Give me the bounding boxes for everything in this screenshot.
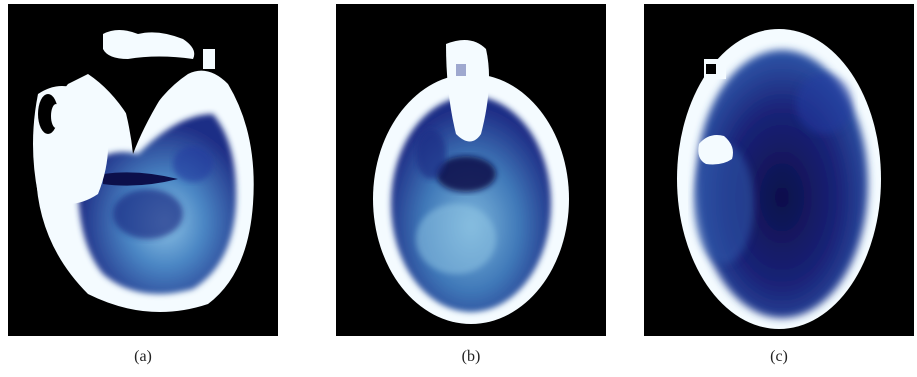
ct-scan-b-graphic [373,40,569,324]
ct-scan-image-b [336,4,606,336]
ct-scan-c-graphic [677,29,881,329]
ct-scan-image-c [644,4,914,336]
bright-lesion-c [698,135,733,165]
ct-scan-image-a [8,4,278,336]
ct-scan-a-graphic [33,30,254,313]
caption-a: (a) [134,348,152,365]
caption-b: (b) [461,348,481,365]
caption-c: (c) [770,348,788,365]
